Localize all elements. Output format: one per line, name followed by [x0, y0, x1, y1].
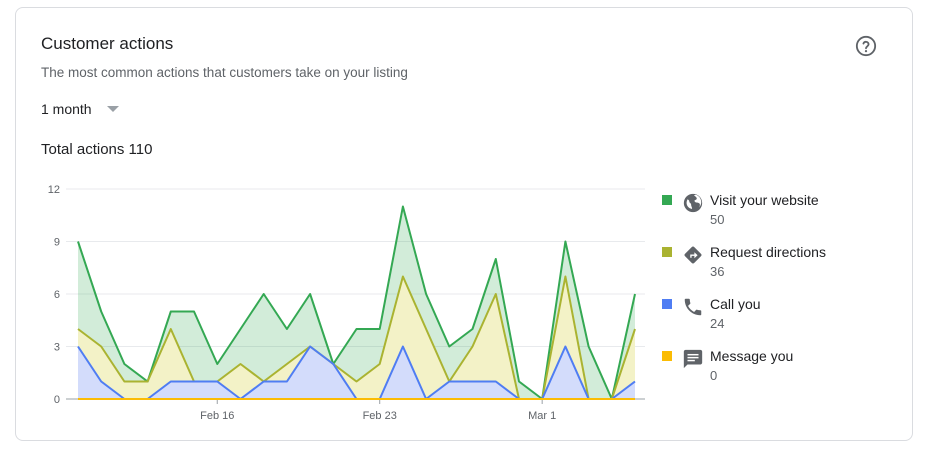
- legend-item-message-you[interactable]: Message you 0: [662, 346, 882, 390]
- legend-label: Request directions: [710, 244, 826, 260]
- directions-icon: [684, 246, 702, 264]
- x-tick-label: Feb 16: [200, 410, 234, 422]
- y-tick-label: 0: [54, 394, 60, 406]
- card-title: Customer actions: [41, 34, 174, 53]
- legend-swatch-request-directions: [662, 247, 672, 257]
- legend-swatch-visit-website: [662, 195, 672, 205]
- total-actions: Total actions 110: [41, 141, 153, 158]
- area-2: [78, 346, 635, 399]
- legend-swatch-message-you: [662, 351, 672, 361]
- legend-item-call-you[interactable]: Call you 24: [662, 294, 882, 338]
- legend-label: Call you: [710, 296, 761, 312]
- phone-icon: [684, 298, 702, 316]
- y-tick-label: 3: [54, 342, 60, 354]
- area-1: [78, 276, 635, 399]
- card-subtitle: The most common actions that customers t…: [41, 65, 408, 80]
- legend-item-visit-website[interactable]: Visit your website 50: [662, 190, 882, 234]
- time-range-dropdown[interactable]: 1 month: [41, 101, 119, 117]
- legend-item-request-directions[interactable]: Request directions 36: [662, 242, 882, 286]
- legend-swatch-call-you: [662, 299, 672, 309]
- x-tick-label: Mar 1: [528, 410, 556, 422]
- legend-value: 36: [710, 264, 725, 279]
- y-tick-label: 12: [48, 184, 60, 196]
- legend-label: Message you: [710, 348, 794, 364]
- legend-value: 0: [710, 368, 718, 383]
- globe-icon: [683, 193, 703, 213]
- legend-value: 24: [710, 316, 725, 331]
- caret-down-icon: [106, 106, 119, 112]
- help-icon[interactable]: [855, 35, 877, 57]
- time-range-label: 1 month: [41, 101, 92, 117]
- y-tick-label: 6: [54, 289, 60, 301]
- x-tick-label: Feb 23: [363, 410, 397, 422]
- message-icon: [683, 349, 703, 369]
- legend-value: 50: [710, 212, 725, 227]
- legend-label: Visit your website: [710, 192, 819, 208]
- y-tick-label: 9: [54, 237, 60, 249]
